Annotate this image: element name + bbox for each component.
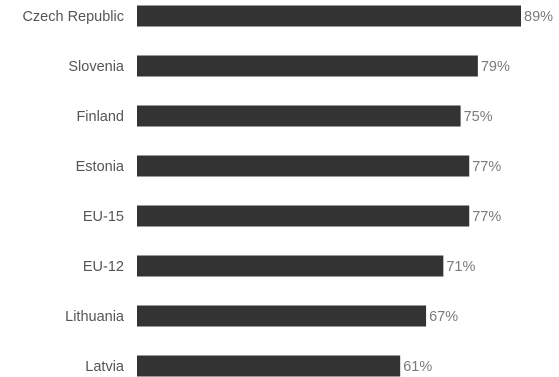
category-label: EU-12: [83, 259, 124, 275]
category-label: EU-15: [83, 209, 124, 225]
bar: [137, 255, 444, 277]
category-label: Lithuania: [65, 309, 125, 325]
bar: [137, 155, 470, 177]
value-label: 61%: [403, 359, 432, 375]
category-label: Latvia: [85, 359, 125, 375]
value-label: 67%: [429, 309, 458, 325]
bar: [137, 5, 521, 27]
value-label: 79%: [481, 59, 510, 75]
bar: [137, 355, 401, 377]
value-label: 89%: [524, 9, 553, 25]
category-label: Estonia: [76, 159, 125, 175]
category-label: Czech Republic: [22, 9, 124, 25]
value-label: 77%: [472, 209, 501, 225]
category-label: Finland: [76, 109, 124, 125]
bar: [137, 105, 461, 127]
value-label: 77%: [472, 159, 501, 175]
value-label: 71%: [446, 259, 475, 275]
category-label: Slovenia: [68, 59, 125, 75]
bar: [137, 205, 470, 227]
bar: [137, 305, 427, 327]
bar: [137, 55, 478, 77]
value-label: 75%: [464, 109, 493, 125]
